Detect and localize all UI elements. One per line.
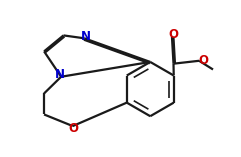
Text: N: N xyxy=(55,68,65,81)
Text: O: O xyxy=(168,28,178,41)
Text: O: O xyxy=(68,122,78,135)
Text: O: O xyxy=(198,54,208,67)
Text: N: N xyxy=(81,30,91,43)
